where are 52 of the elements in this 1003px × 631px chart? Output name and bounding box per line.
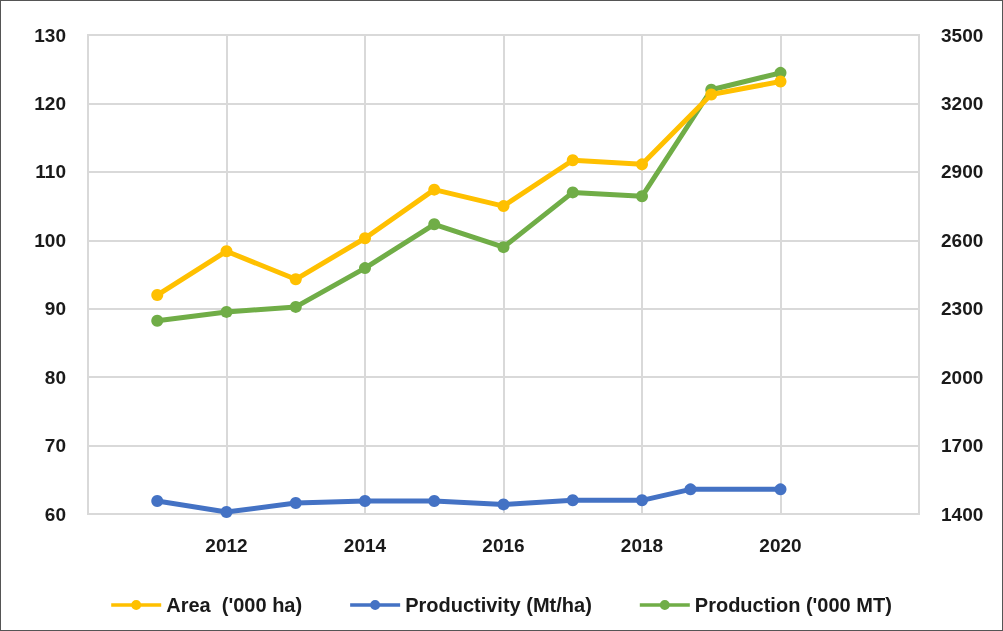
y-tick-label: 110 xyxy=(35,161,66,183)
x-tick-label: 2012 xyxy=(205,535,248,556)
point xyxy=(359,495,371,507)
y-tick-label: 80 xyxy=(44,366,66,388)
y-tick-label: 100 xyxy=(34,229,66,251)
x-tick-label: 2014 xyxy=(343,535,387,556)
point xyxy=(220,305,233,318)
point xyxy=(636,190,648,203)
x-tick-label: 2018 xyxy=(620,535,664,556)
point xyxy=(428,218,441,231)
point xyxy=(566,494,579,507)
y-tick-label: 60 xyxy=(44,503,66,525)
point xyxy=(428,495,441,507)
y2-tick-label: 3200 xyxy=(941,92,984,114)
point xyxy=(636,158,648,171)
y2-tick-label: 1400 xyxy=(941,503,984,525)
point xyxy=(497,241,510,254)
point xyxy=(289,497,302,510)
legend-label: Productivity (Mt/ha) xyxy=(405,594,592,616)
y2-tick-label: 2600 xyxy=(941,229,984,251)
point xyxy=(151,289,164,302)
legend-label: Production ('000 MT) xyxy=(694,594,892,616)
point xyxy=(774,483,787,496)
point xyxy=(566,186,579,199)
point xyxy=(289,300,302,313)
y2-tick-label: 3500 xyxy=(941,24,984,46)
point xyxy=(151,314,164,327)
y2-tick-label: 2000 xyxy=(941,366,984,388)
y-tick-label: 120 xyxy=(34,92,66,114)
y-tick-label: 130 xyxy=(34,24,66,46)
point xyxy=(684,483,697,496)
point xyxy=(359,262,371,275)
point xyxy=(428,183,441,196)
point xyxy=(359,232,371,245)
point xyxy=(497,498,510,511)
point xyxy=(220,245,233,258)
point xyxy=(289,273,302,286)
y2-tick-label: 2300 xyxy=(941,298,984,320)
x-tick-label: 2016 xyxy=(482,535,525,556)
y2-tick-label: 1700 xyxy=(941,435,984,457)
point xyxy=(636,494,648,507)
legend-label: Area ('000 ha) xyxy=(166,594,303,616)
point xyxy=(705,88,718,101)
y-tick-label: 90 xyxy=(44,298,66,320)
y-tick-label: 70 xyxy=(44,435,66,457)
point xyxy=(497,200,510,213)
point xyxy=(151,495,164,507)
point xyxy=(774,75,787,88)
point xyxy=(566,154,579,167)
y2-tick-label: 2900 xyxy=(941,161,984,183)
point xyxy=(220,505,233,518)
x-tick-label: 2020 xyxy=(759,535,802,556)
